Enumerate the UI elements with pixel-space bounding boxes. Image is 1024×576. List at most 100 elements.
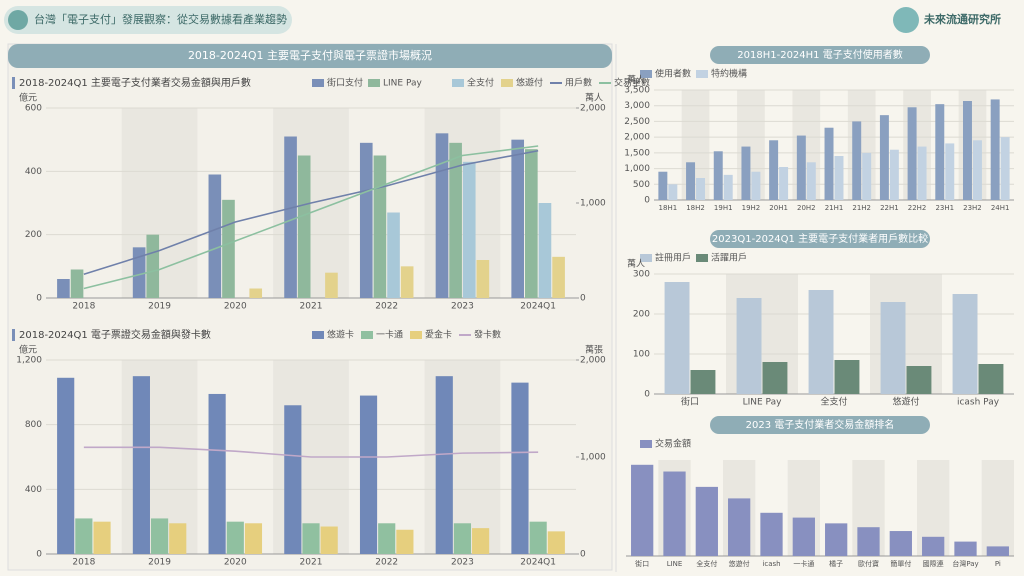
chart-title-marker (12, 329, 15, 341)
bar (879, 115, 889, 200)
section-bar (8, 44, 612, 68)
y2-tick-label: 1,000 (580, 453, 606, 463)
bar (935, 104, 945, 200)
band-shade (981, 460, 1014, 556)
x-tick-label: 22H2 (908, 204, 927, 212)
legend-swatch (501, 79, 513, 87)
bar (663, 471, 686, 556)
band-shade (737, 90, 765, 200)
header-pill (4, 6, 292, 34)
page-title: 台灣「電子支付」發展觀察：從交易數據看產業趨勢 (34, 12, 287, 26)
logo-icon (8, 10, 28, 30)
bar (962, 101, 972, 200)
x-tick-label: 19H1 (714, 204, 733, 212)
y-tick-label: 0 (36, 550, 42, 560)
y-axis-label: 億元 (19, 344, 37, 356)
y-tick-label: 400 (25, 485, 42, 495)
bar (222, 199, 235, 298)
y-tick-label: 3,500 (624, 86, 650, 96)
bar (476, 260, 490, 298)
bar (396, 529, 414, 554)
legend-swatch (410, 331, 422, 339)
legend-swatch (312, 79, 324, 87)
chart-title-pill (710, 46, 930, 64)
bar (208, 393, 226, 554)
legend-label: 使用者數 (655, 68, 691, 80)
line-series (83, 446, 539, 458)
y-tick-label: 3,000 (624, 101, 650, 111)
y-axis-label: 億元 (19, 92, 37, 104)
band-shade (792, 90, 821, 200)
y-tick-label: 500 (633, 180, 650, 190)
x-tick-label: 2022 (375, 302, 398, 312)
x-tick-label: 歐付寶 (858, 559, 879, 568)
section-title: 2018-2024Q1 主要電子支付與電子票證市場概況 (188, 48, 432, 62)
legend-label: 活躍用戶 (711, 252, 747, 264)
bar (511, 139, 525, 298)
chart-title: 2018H1-2024H1 電子支付使用者數 (737, 48, 902, 61)
bar (373, 155, 387, 298)
bar (723, 174, 733, 200)
bar (547, 531, 565, 554)
bar (1000, 137, 1010, 200)
y2-tick-label: 2,000 (580, 356, 606, 366)
x-tick-label: 24H1 (991, 204, 1010, 212)
bar (792, 517, 815, 556)
bar (796, 135, 806, 200)
y-tick-label: 200 (633, 310, 650, 320)
x-tick-label: 22H1 (880, 204, 899, 212)
chart-title: 2023Q1-2024Q1 主要電子支付業者用戶數比較 (712, 232, 928, 245)
y-tick-label: 0 (36, 294, 42, 304)
bar (978, 364, 1004, 394)
bar (57, 377, 75, 554)
band-shade (958, 90, 987, 200)
band-shade (847, 90, 876, 200)
bar (889, 531, 912, 556)
bar (986, 546, 1009, 556)
bar (668, 184, 678, 200)
legend-swatch (452, 79, 464, 87)
x-tick-label: 國際連 (923, 559, 944, 568)
x-tick-label: 23H1 (935, 204, 954, 212)
x-tick-label: 2019 (148, 558, 171, 568)
x-tick-label: 一卡通 (793, 559, 814, 568)
legend-label: 全支付 (467, 77, 494, 89)
legend-swatch (312, 331, 324, 339)
chart-title: 2018-2024Q1 主要電子支付業者交易金額與用戶數 (19, 76, 251, 89)
x-tick-label: icash Pay (957, 398, 1000, 408)
x-tick-label: 2020 (224, 558, 247, 568)
y-tick-label: 2,000 (624, 133, 650, 143)
x-tick-label: 橘子 (829, 559, 843, 568)
bar (760, 512, 783, 556)
x-tick-label: 台灣Pay (952, 559, 978, 568)
bar (736, 298, 762, 394)
x-tick-label: 21H1 (825, 204, 844, 212)
legend-swatch (696, 254, 708, 262)
y2-axis-label: 萬張 (585, 344, 603, 356)
bar (631, 464, 654, 556)
bar (378, 523, 396, 554)
x-tick-label: 2023 (451, 558, 474, 568)
y-tick-label: 600 (25, 104, 42, 114)
x-tick-label: LINE Pay (743, 398, 782, 408)
legend-swatch (361, 331, 373, 339)
x-tick-label: 全支付 (820, 396, 847, 408)
legend-label: 悠遊付 (516, 77, 543, 89)
x-tick-label: 2021 (300, 302, 323, 312)
x-tick-label: 18H1 (659, 204, 678, 212)
x-tick-label: 18H2 (686, 204, 705, 212)
legend-swatch (640, 440, 652, 448)
bar (552, 256, 565, 298)
x-tick-label: 悠遊付 (729, 559, 750, 568)
legend-label: 悠遊卡 (327, 329, 354, 341)
bar (132, 376, 150, 554)
x-tick-label: LINE (667, 560, 683, 568)
line-series (83, 149, 539, 276)
bar (779, 167, 789, 200)
bar (453, 523, 472, 554)
bar (906, 366, 932, 394)
bar (762, 362, 788, 394)
y-tick-label: 1,000 (624, 164, 650, 174)
bar (284, 136, 297, 298)
bar (741, 146, 751, 200)
